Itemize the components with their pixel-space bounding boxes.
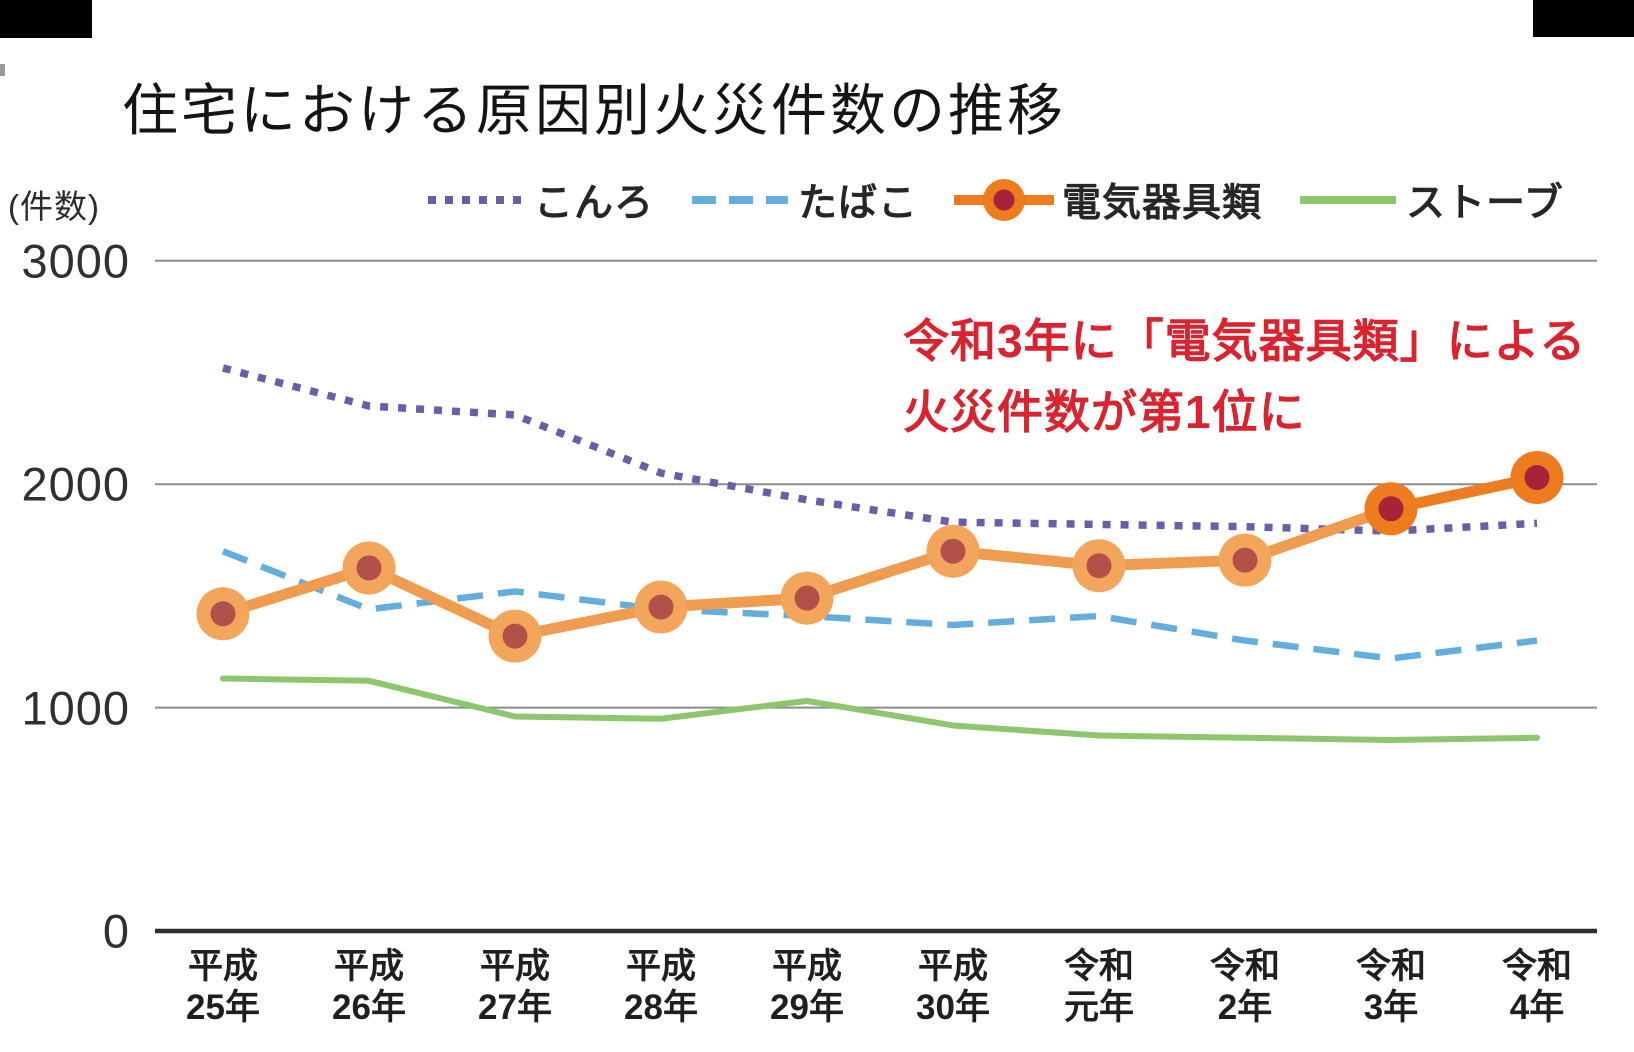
y-axis-unit-label: (件数) [8,188,100,225]
electric-marker-center-9 [1524,464,1550,490]
page-title: 住宅における原因別火災件数の推移 [122,80,1066,143]
legend-item-3: ストーブ [1296,170,1564,230]
x-tick-9: 令和 4年 [1501,947,1572,1027]
x-tick-8: 令和 3年 [1355,947,1426,1027]
x-tick-0: 平成 25年 [186,947,260,1027]
electric-marker-center-1 [356,555,382,581]
legend-label-1: たばこ [798,182,919,225]
y-tick-2000: 2000 [21,457,130,511]
electric-marker-center-8 [1378,496,1404,522]
legend-item-1: たばこ [688,170,918,230]
legend-item-2: 電気器具類 [952,170,1262,230]
annotation-line-1: 令和3年に「電気器具類」による [903,315,1587,367]
legend-swatch-marker-icon [954,179,1055,221]
scan-artifact-mark [0,64,5,76]
electric-marker-center-0 [210,601,236,627]
x-tick-3: 平成 28年 [624,947,698,1027]
y-tick-3000: 3000 [21,234,130,288]
x-tick-1: 平成 26年 [332,947,406,1027]
electric-marker-center-4 [794,585,820,611]
legend-marker-center [993,189,1015,211]
crop-mark-top-left [0,0,92,38]
x-tick-6: 令和 元年 [1063,947,1134,1027]
series-tabako-line [221,548,1538,662]
legend-swatch-solid-icon [1300,196,1397,204]
x-tick-4: 平成 29年 [770,947,844,1027]
x-tick-7: 令和 2年 [1209,947,1280,1027]
annotation-callout: 令和3年に「電気器具類」による 火災件数が第1位に [903,306,1586,448]
y-tick-0: 0 [102,904,130,958]
x-tick-2: 平成 27年 [478,947,552,1027]
legend-label-2: 電気器具類 [1062,182,1263,225]
legend: こんろ たばこ 電気器具類 ストーブ [424,170,1564,230]
legend-label-0: こんろ [534,182,655,225]
series-stove-line [220,675,1540,743]
legend-label-3: ストーブ [1406,182,1564,225]
electric-marker-center-5 [940,538,966,564]
electric-marker-center-7 [1232,547,1258,573]
annotation-line-2: 火災件数が第1位に [903,386,1306,438]
electric-marker-center-3 [648,594,674,620]
legend-item-0: こんろ [424,170,654,230]
electric-marker-center-6 [1086,553,1112,579]
crop-mark-top-right [1533,0,1634,37]
y-tick-1000: 1000 [21,681,130,735]
x-tick-5: 平成 30年 [916,947,990,1027]
series-konro-line [222,364,1538,535]
electric-marker-center-2 [502,623,528,649]
legend-swatch-dashed-icon [692,196,789,204]
